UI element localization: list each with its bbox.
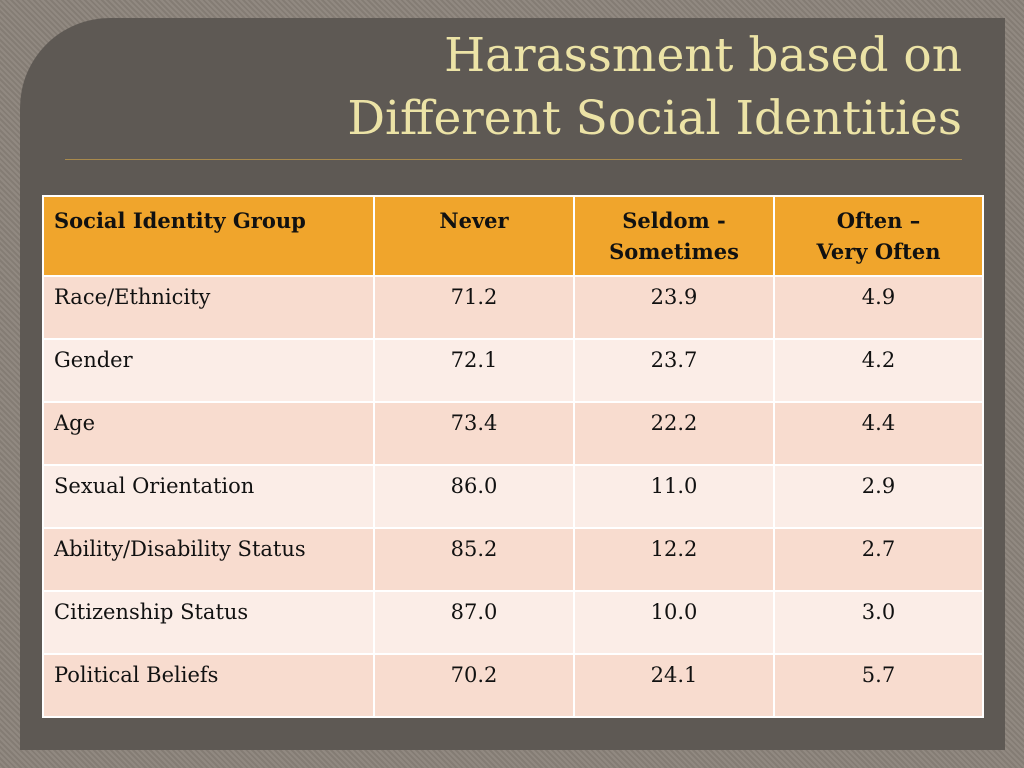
cell: 86.0	[373, 464, 575, 529]
cell: 85.2	[373, 527, 575, 592]
cell: 2.7	[773, 527, 984, 592]
column-header: Seldom - Sometimes	[573, 195, 775, 277]
row-label: Sexual Orientation	[42, 464, 375, 529]
cell: 4.2	[773, 338, 984, 403]
cell: 72.1	[373, 338, 575, 403]
table-row: Citizenship Status 87.0 10.0 3.0	[42, 590, 984, 655]
cell: 23.9	[573, 275, 775, 340]
cell: 4.9	[773, 275, 984, 340]
cell: 22.2	[573, 401, 775, 466]
cell: 12.2	[573, 527, 775, 592]
header-line: Seldom -	[622, 208, 726, 233]
header-line: Sometimes	[609, 239, 739, 264]
table-row: Ability/Disability Status 85.2 12.2 2.7	[42, 527, 984, 592]
title-line: Different Social Identities	[347, 91, 962, 146]
cell: 2.9	[773, 464, 984, 529]
table-body: Race/Ethnicity 71.2 23.9 4.9 Gender 72.1 23.7 4…	[42, 275, 984, 718]
header-line: Often –	[836, 208, 921, 233]
cell: 23.7	[573, 338, 775, 403]
table-row: Race/Ethnicity 71.2 23.9 4.9	[42, 275, 984, 340]
cell: 10.0	[573, 590, 775, 655]
row-label: Race/Ethnicity	[42, 275, 375, 340]
row-label: Gender	[42, 338, 375, 403]
column-header: Social Identity Group	[42, 195, 375, 277]
row-label: Citizenship Status	[42, 590, 375, 655]
header-line: Social Identity Group	[54, 208, 306, 233]
cell: 70.2	[373, 653, 575, 718]
column-header: Often – Very Often	[773, 195, 984, 277]
row-label: Age	[42, 401, 375, 466]
table-row: Sexual Orientation 86.0 11.0 2.9	[42, 464, 984, 529]
cell: 24.1	[573, 653, 775, 718]
row-label: Ability/Disability Status	[42, 527, 375, 592]
column-header: Never	[373, 195, 575, 277]
cell: 87.0	[373, 590, 575, 655]
cell: 73.4	[373, 401, 575, 466]
table-row: Gender 72.1 23.7 4.2	[42, 338, 984, 403]
cell: 11.0	[573, 464, 775, 529]
cell: 3.0	[773, 590, 984, 655]
table-row: Political Beliefs 70.2 24.1 5.7	[42, 653, 984, 718]
table-row: Age 73.4 22.2 4.4	[42, 401, 984, 466]
title-rule	[65, 159, 962, 160]
cell: 71.2	[373, 275, 575, 340]
cell: 5.7	[773, 653, 984, 718]
header-line: Very Often	[816, 239, 941, 264]
data-table: Social Identity Group Never Seldom - Someti…	[42, 195, 984, 718]
header-row: Social Identity Group Never Seldom - Someti…	[42, 195, 984, 277]
slide-title: Harassment based on Different Social Iden…	[347, 24, 962, 150]
header-line: Never	[439, 208, 509, 233]
row-label: Political Beliefs	[42, 653, 375, 718]
cell: 4.4	[773, 401, 984, 466]
title-line: Harassment based on	[444, 28, 962, 83]
